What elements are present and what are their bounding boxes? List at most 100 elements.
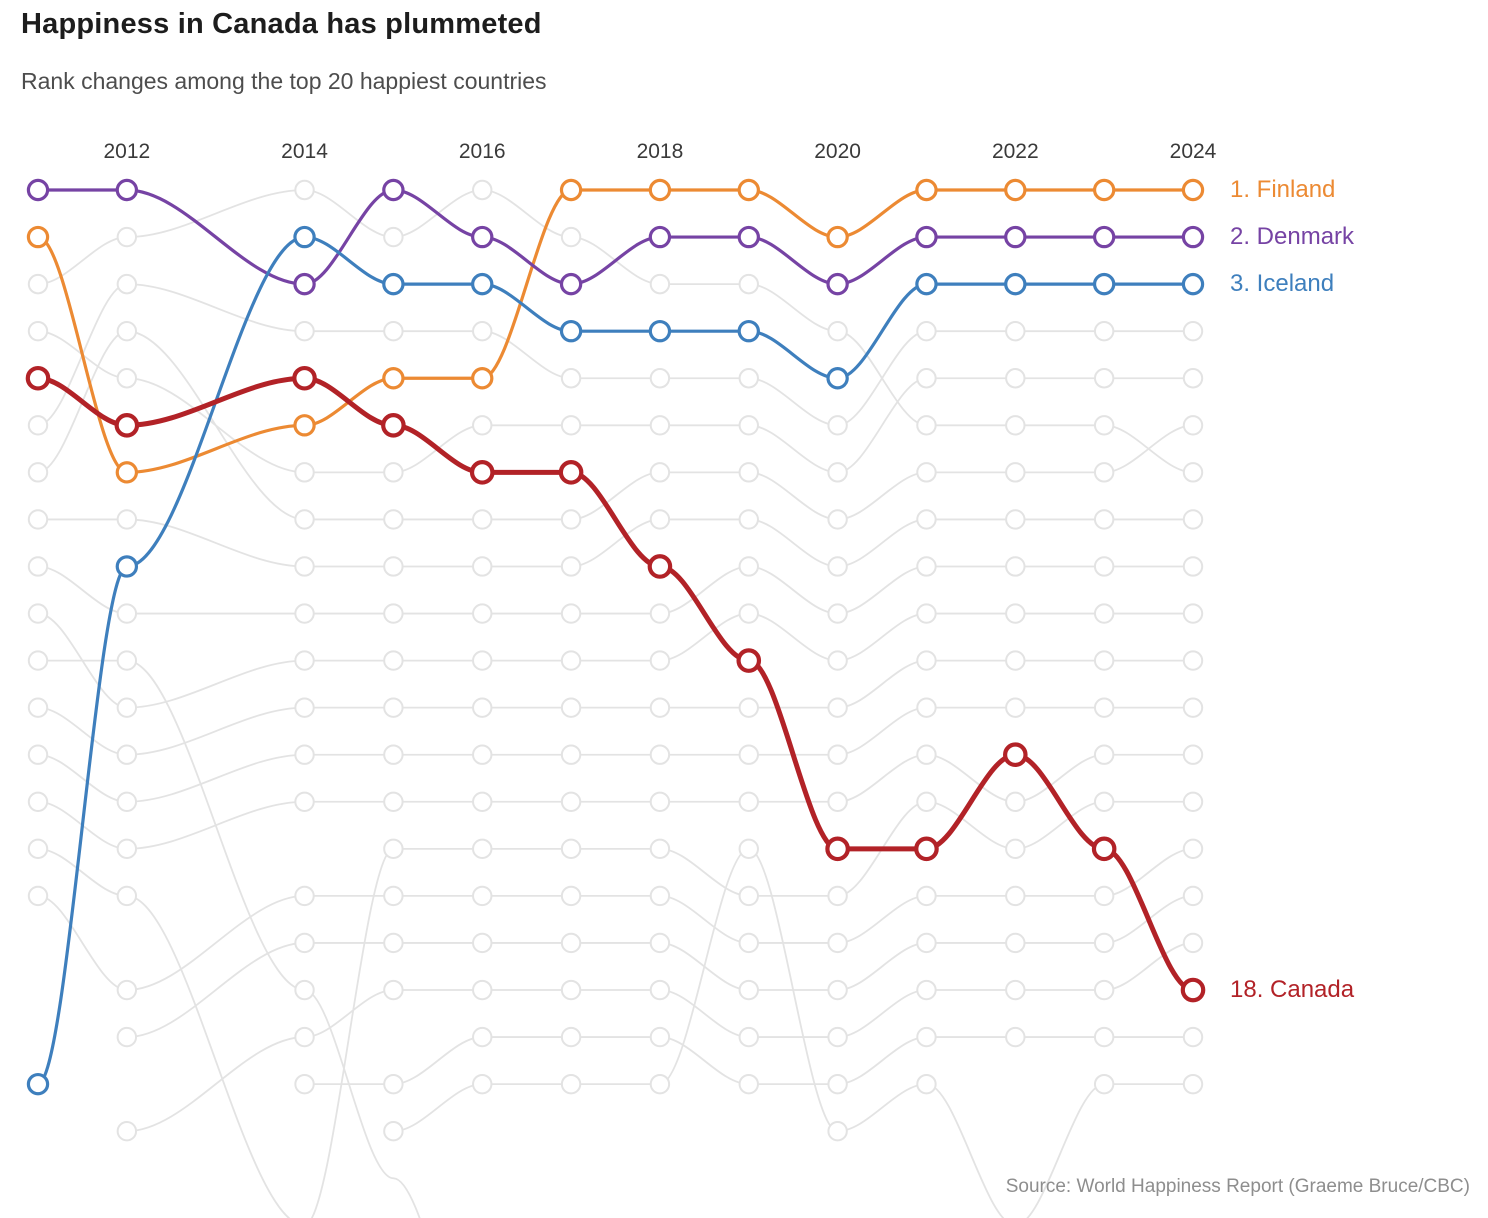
- data-point-other-16: [1182, 1073, 1204, 1095]
- data-point-other-10: [916, 744, 937, 765]
- data-point-other-08: [738, 697, 759, 718]
- axis-year-label: 2022: [992, 140, 1039, 163]
- data-point-other-09: [294, 744, 315, 765]
- data-point-other-17: [116, 650, 138, 671]
- data-point-other-12: [383, 885, 404, 907]
- data-point-other-07: [1182, 603, 1204, 624]
- data-point-other-03: [294, 462, 315, 483]
- data-point-other-02: [1005, 320, 1026, 342]
- data-point-other-05: [649, 509, 671, 530]
- data-point-other-08: [1093, 650, 1115, 671]
- data-point-other-03: [560, 415, 582, 436]
- series-other-05: [27, 509, 1204, 577]
- data-point-other-06: [738, 556, 759, 577]
- data-point-denmark: [648, 225, 672, 249]
- data-point-finland: [1092, 178, 1116, 202]
- data-point-denmark: [293, 272, 316, 296]
- series-other-10: [27, 744, 1204, 860]
- data-point-other-09: [1182, 697, 1204, 718]
- data-point-other-08: [1182, 650, 1204, 671]
- data-point-iceland: [737, 319, 760, 343]
- data-point-other-05: [738, 509, 759, 530]
- data-point-other-02: [827, 415, 848, 436]
- data-point-other-14: [1005, 979, 1026, 1001]
- data-point-other-09: [560, 744, 582, 765]
- data-point-iceland: [1092, 272, 1116, 296]
- series-other-06: [27, 556, 1204, 624]
- data-point-other-12: [294, 885, 315, 907]
- data-point-other-11: [116, 885, 138, 907]
- data-point-other-01: [560, 226, 582, 248]
- data-point-other-11: [1182, 791, 1204, 812]
- series-other-09: [27, 697, 1204, 812]
- data-point-other-07: [827, 650, 848, 671]
- data-point-other-10: [827, 791, 848, 812]
- data-point-canada: [914, 836, 939, 862]
- data-point-other-11: [560, 838, 582, 860]
- series-other-04: [27, 320, 1204, 530]
- data-point-other-08: [472, 697, 493, 718]
- data-point-other-16: [916, 1073, 937, 1095]
- data-point-finland: [559, 178, 583, 202]
- data-point-other-14: [472, 979, 493, 1001]
- data-point-denmark: [737, 225, 760, 249]
- data-point-other-02: [472, 320, 493, 342]
- data-point-other-10: [383, 791, 404, 812]
- data-point-denmark: [1004, 225, 1027, 249]
- legend-finland: 1. Finland: [1230, 176, 1336, 203]
- series-line-other-11: [37, 800, 1194, 1218]
- data-point-other-12: [1093, 885, 1115, 907]
- data-point-other-06: [916, 556, 937, 577]
- data-point-other-02: [116, 273, 138, 295]
- data-point-other-15: [1005, 1026, 1026, 1048]
- data-point-other-01: [738, 273, 759, 295]
- data-point-other-03: [1093, 368, 1115, 389]
- data-point-other-05: [294, 556, 315, 577]
- series-other-12: [27, 838, 1204, 1001]
- series-other-07: [27, 603, 1204, 718]
- data-point-canada: [25, 365, 51, 391]
- series-line-other-16: [392, 847, 1194, 1218]
- data-point-finland: [826, 225, 849, 249]
- data-point-other-13: [827, 979, 848, 1001]
- series-line-other-12: [37, 847, 1194, 991]
- data-point-iceland: [648, 319, 672, 343]
- data-point-canada: [114, 412, 140, 438]
- data-point-other-09: [383, 744, 404, 765]
- data-point-other-07: [649, 650, 671, 671]
- data-point-other-04: [738, 462, 759, 483]
- data-point-other-10: [1005, 791, 1026, 812]
- data-point-other-03: [649, 415, 671, 436]
- data-point-other-03: [827, 462, 848, 483]
- data-point-other-09: [116, 791, 138, 812]
- data-point-other-14: [1093, 979, 1115, 1001]
- data-point-other-03: [916, 368, 937, 389]
- source-credit: Source: World Happiness Report (Graeme B…: [1005, 1176, 1470, 1197]
- data-point-other-13: [1005, 932, 1026, 954]
- data-point-other-16: [649, 1073, 671, 1095]
- data-point-canada: [1180, 977, 1206, 1003]
- data-point-other-01: [116, 226, 138, 248]
- data-point-finland: [1004, 178, 1027, 202]
- data-point-canada: [1091, 836, 1117, 862]
- data-point-other-11: [1005, 838, 1026, 860]
- data-point-other-14: [116, 1121, 138, 1142]
- data-point-other-07: [472, 650, 493, 671]
- data-point-other-15: [1093, 1026, 1115, 1048]
- data-point-other-04: [649, 462, 671, 483]
- data-point-other-11: [738, 885, 759, 907]
- data-point-iceland: [559, 319, 583, 343]
- data-point-other-13: [738, 979, 759, 1001]
- data-point-other-01: [472, 179, 493, 201]
- data-point-finland: [1181, 178, 1205, 202]
- data-point-other-07: [560, 650, 582, 671]
- data-point-iceland: [1181, 272, 1205, 296]
- series-other-01: [27, 179, 1204, 483]
- data-point-canada: [469, 460, 495, 485]
- data-point-other-13: [916, 932, 937, 954]
- axis-year-label: 2016: [459, 140, 506, 163]
- data-point-other-07: [1093, 603, 1115, 624]
- data-point-other-15: [383, 1073, 404, 1095]
